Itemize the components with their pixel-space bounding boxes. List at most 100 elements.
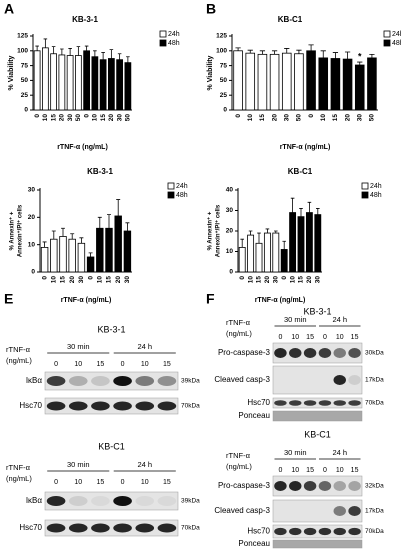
y-tick-label: 125 [216,33,227,40]
row-label: Hsc70 [247,527,270,536]
blot-band [91,376,110,386]
bar [114,215,122,273]
bar [77,242,86,273]
error-bar [60,48,64,55]
blot-band [318,400,332,406]
blot-title: KB-3-1 [97,324,125,334]
lane-label: 10 [141,361,149,368]
legend-swatch [383,39,391,47]
row-label: Pro-caspase-3 [218,348,271,357]
lane-label: 0 [121,361,125,368]
size-marker: 70kDa [181,525,200,532]
x-axis-label: rTNF-α (ng/mL) [255,297,306,304]
error-bar [51,46,56,54]
blot-band [68,523,88,533]
bar [40,246,49,273]
x-tick-label: 20 [264,276,271,284]
x-tick-label: 30 [315,276,322,284]
lane-label: 15 [163,361,171,368]
blot-band [135,496,155,506]
legend-swatch [383,30,391,38]
error-bar [320,50,326,58]
timepoint-label: 30 min [67,342,90,351]
y-axis-label: Annexin⁺/PI⁺ cells [215,204,222,257]
bar [91,56,99,111]
blot-band [113,496,132,506]
lane-label: 15 [97,479,105,486]
blot-band [157,376,177,386]
error-bar [35,45,39,51]
legend-label: 24h [392,31,401,38]
x-tick-label: 15 [60,276,67,284]
legend-swatch [361,191,369,199]
error-bar [240,238,245,248]
blot-band [348,481,361,491]
error-bar [109,49,114,59]
blot-band [91,401,110,411]
bar [99,59,107,111]
size-marker: 17kDa [365,377,384,384]
y-tick-label: 30 [28,187,36,194]
y-axis-label: % Viability [207,55,214,90]
bar [50,53,57,111]
error-bar [273,230,278,234]
blot-band [274,400,287,406]
y-tick-label: 25 [21,92,29,99]
blot-title: KB-C1 [98,441,125,451]
error-bar [61,227,65,237]
treatment-label: rTNF-α [6,463,31,472]
blot-band [289,400,302,406]
blot-band [91,496,110,506]
legend-swatch [159,39,167,47]
lane-label: 10 [74,361,82,368]
timepoint-label: 30 min [67,460,90,469]
x-tick-label: 0 [239,276,246,280]
legend-swatch [361,182,369,190]
blot-band [333,506,346,516]
legend-swatch [167,182,175,190]
x-tick-label: 30 [67,114,74,122]
chart-title: KB-C1 [278,15,303,24]
error-bar [107,214,111,229]
x-tick-label: 10 [320,114,327,122]
bar [42,47,49,111]
bar [105,227,113,273]
blot-strip [272,397,363,409]
row-label: IκBα [26,376,43,385]
bar [59,236,67,273]
y-tick-label: 20 [226,228,234,235]
error-bar [51,230,56,240]
bar [233,50,243,111]
blot-band [68,376,88,386]
treatment-label: rTNF-α [6,345,31,354]
bar [342,58,353,111]
error-bar [68,48,72,56]
y-axis-label: % Annexin⁺ + [9,211,16,250]
lane-label: 10 [336,334,344,341]
bar [289,212,297,273]
error-bar [369,53,375,58]
bar [123,230,132,273]
bar [75,55,82,111]
x-tick-label: 10 [247,276,254,284]
x-tick-label: 15 [332,114,339,122]
x-tick-label: 30 [78,276,85,284]
bar [50,238,58,273]
blot-band [303,527,317,536]
blot-band [135,401,155,411]
treatment-label: (ng/mL) [226,462,252,471]
x-axis-label: rTNF-α (ng/mL) [57,144,108,151]
x-tick-label: 30 [273,276,280,284]
size-marker: 17kDa [365,508,384,515]
row-label: IκBα [26,496,43,505]
y-tick-label: 75 [220,62,228,69]
error-bar [257,232,261,244]
bar [108,58,115,111]
blot-band [135,523,155,533]
blot-band [303,348,317,358]
legend-swatch [167,191,175,199]
annotation: * [358,51,362,61]
lane-label: 15 [351,334,359,341]
blot-band [91,523,110,533]
blot-band [318,527,332,536]
